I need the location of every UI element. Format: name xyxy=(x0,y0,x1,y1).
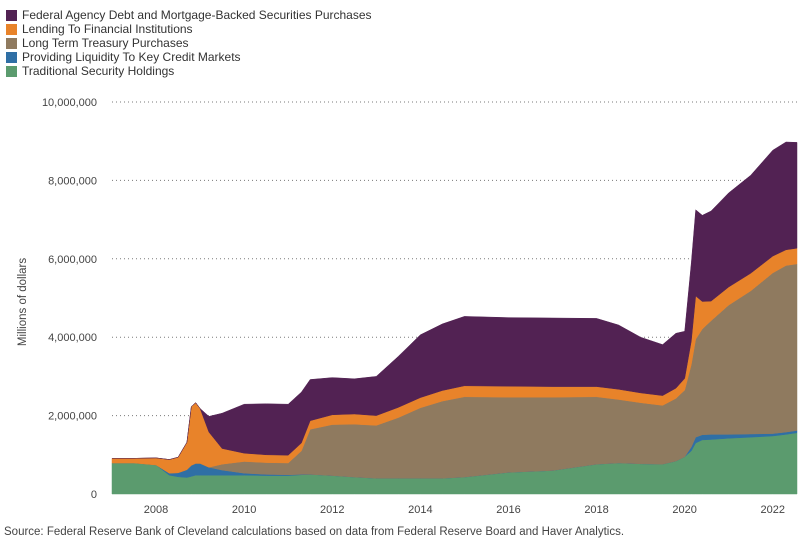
y-tick-label: 4,000,000 xyxy=(48,332,97,344)
x-tick-label: 2020 xyxy=(672,504,696,516)
x-tick-label: 2016 xyxy=(496,504,520,516)
x-tick-label: 2010 xyxy=(232,504,256,516)
legend-swatch-lending xyxy=(6,23,17,35)
x-tick-label: 2008 xyxy=(144,504,168,516)
legend-label: Long Term Treasury Purchases xyxy=(22,36,189,50)
legend-swatch-treasury xyxy=(6,37,17,49)
x-tick-label: 2022 xyxy=(761,504,785,516)
x-axis-ticks: 2008 2010 2012 2014 2016 2018 2020 2022 xyxy=(144,504,785,516)
legend-swatch-traditional xyxy=(6,65,17,77)
y-tick-label: 10,000,000 xyxy=(42,97,97,109)
y-tick-label: 0 xyxy=(91,489,97,501)
legend-item: Lending To Financial Institutions xyxy=(6,22,372,36)
legend-label: Providing Liquidity To Key Credit Market… xyxy=(22,50,241,64)
legend-swatch-liquidity xyxy=(6,51,17,63)
y-axis-title: Millions of dollars xyxy=(17,258,29,346)
legend-item: Providing Liquidity To Key Credit Market… xyxy=(6,50,372,64)
legend-label: Lending To Financial Institutions xyxy=(22,22,193,36)
legend-item: Federal Agency Debt and Mortgage-Backed … xyxy=(6,8,372,22)
legend-label: Traditional Security Holdings xyxy=(22,64,175,78)
y-tick-label: 2,000,000 xyxy=(48,411,97,423)
area-series xyxy=(111,141,798,495)
x-tick-label: 2014 xyxy=(408,504,432,516)
source-note: Source: Federal Reserve Bank of Clevelan… xyxy=(4,526,625,538)
y-tick-label: 6,000,000 xyxy=(48,254,97,266)
y-tick-label: 8,000,000 xyxy=(48,175,97,187)
area-federal-agency-debt-and-mortgage-backed-securities-purchases xyxy=(112,141,798,460)
legend-item: Long Term Treasury Purchases xyxy=(6,36,372,50)
x-tick-label: 2018 xyxy=(584,504,608,516)
legend-label: Federal Agency Debt and Mortgage-Backed … xyxy=(22,8,372,22)
legend-item: Traditional Security Holdings xyxy=(6,64,372,78)
legend: Federal Agency Debt and Mortgage-Backed … xyxy=(6,8,372,78)
legend-swatch-mbs xyxy=(6,9,17,21)
x-tick-label: 2012 xyxy=(320,504,344,516)
y-axis-ticks: 0 2,000,000 4,000,000 6,000,000 8,000,000 10,… xyxy=(42,97,97,501)
